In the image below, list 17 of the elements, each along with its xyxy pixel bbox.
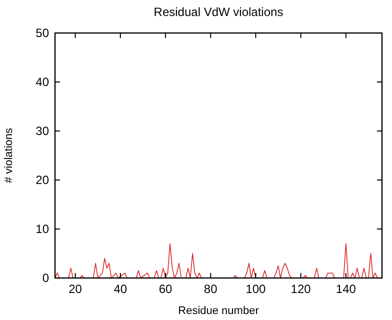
line-series <box>54 243 378 278</box>
x-tick-label: 140 <box>336 282 356 296</box>
y-tick-label: 30 <box>36 124 50 138</box>
x-tick-label: 20 <box>68 282 82 296</box>
y-tick-label: 40 <box>36 75 50 89</box>
x-tick-label: 60 <box>158 282 172 296</box>
y-axis-title: # violations <box>3 127 15 184</box>
x-tick-label: 120 <box>290 282 312 296</box>
x-tick-label: 40 <box>114 282 128 296</box>
x-tick-label: 100 <box>246 282 266 296</box>
chart-title: Residual VdW violations <box>154 5 284 19</box>
y-tick-label: 50 <box>36 26 50 40</box>
y-tick-label: 20 <box>36 173 50 187</box>
x-tick-label: 80 <box>204 282 218 296</box>
y-tick-label: 0 <box>42 271 50 285</box>
y-tick-label: 10 <box>36 222 50 236</box>
x-axis-title: Residue number <box>178 305 260 317</box>
